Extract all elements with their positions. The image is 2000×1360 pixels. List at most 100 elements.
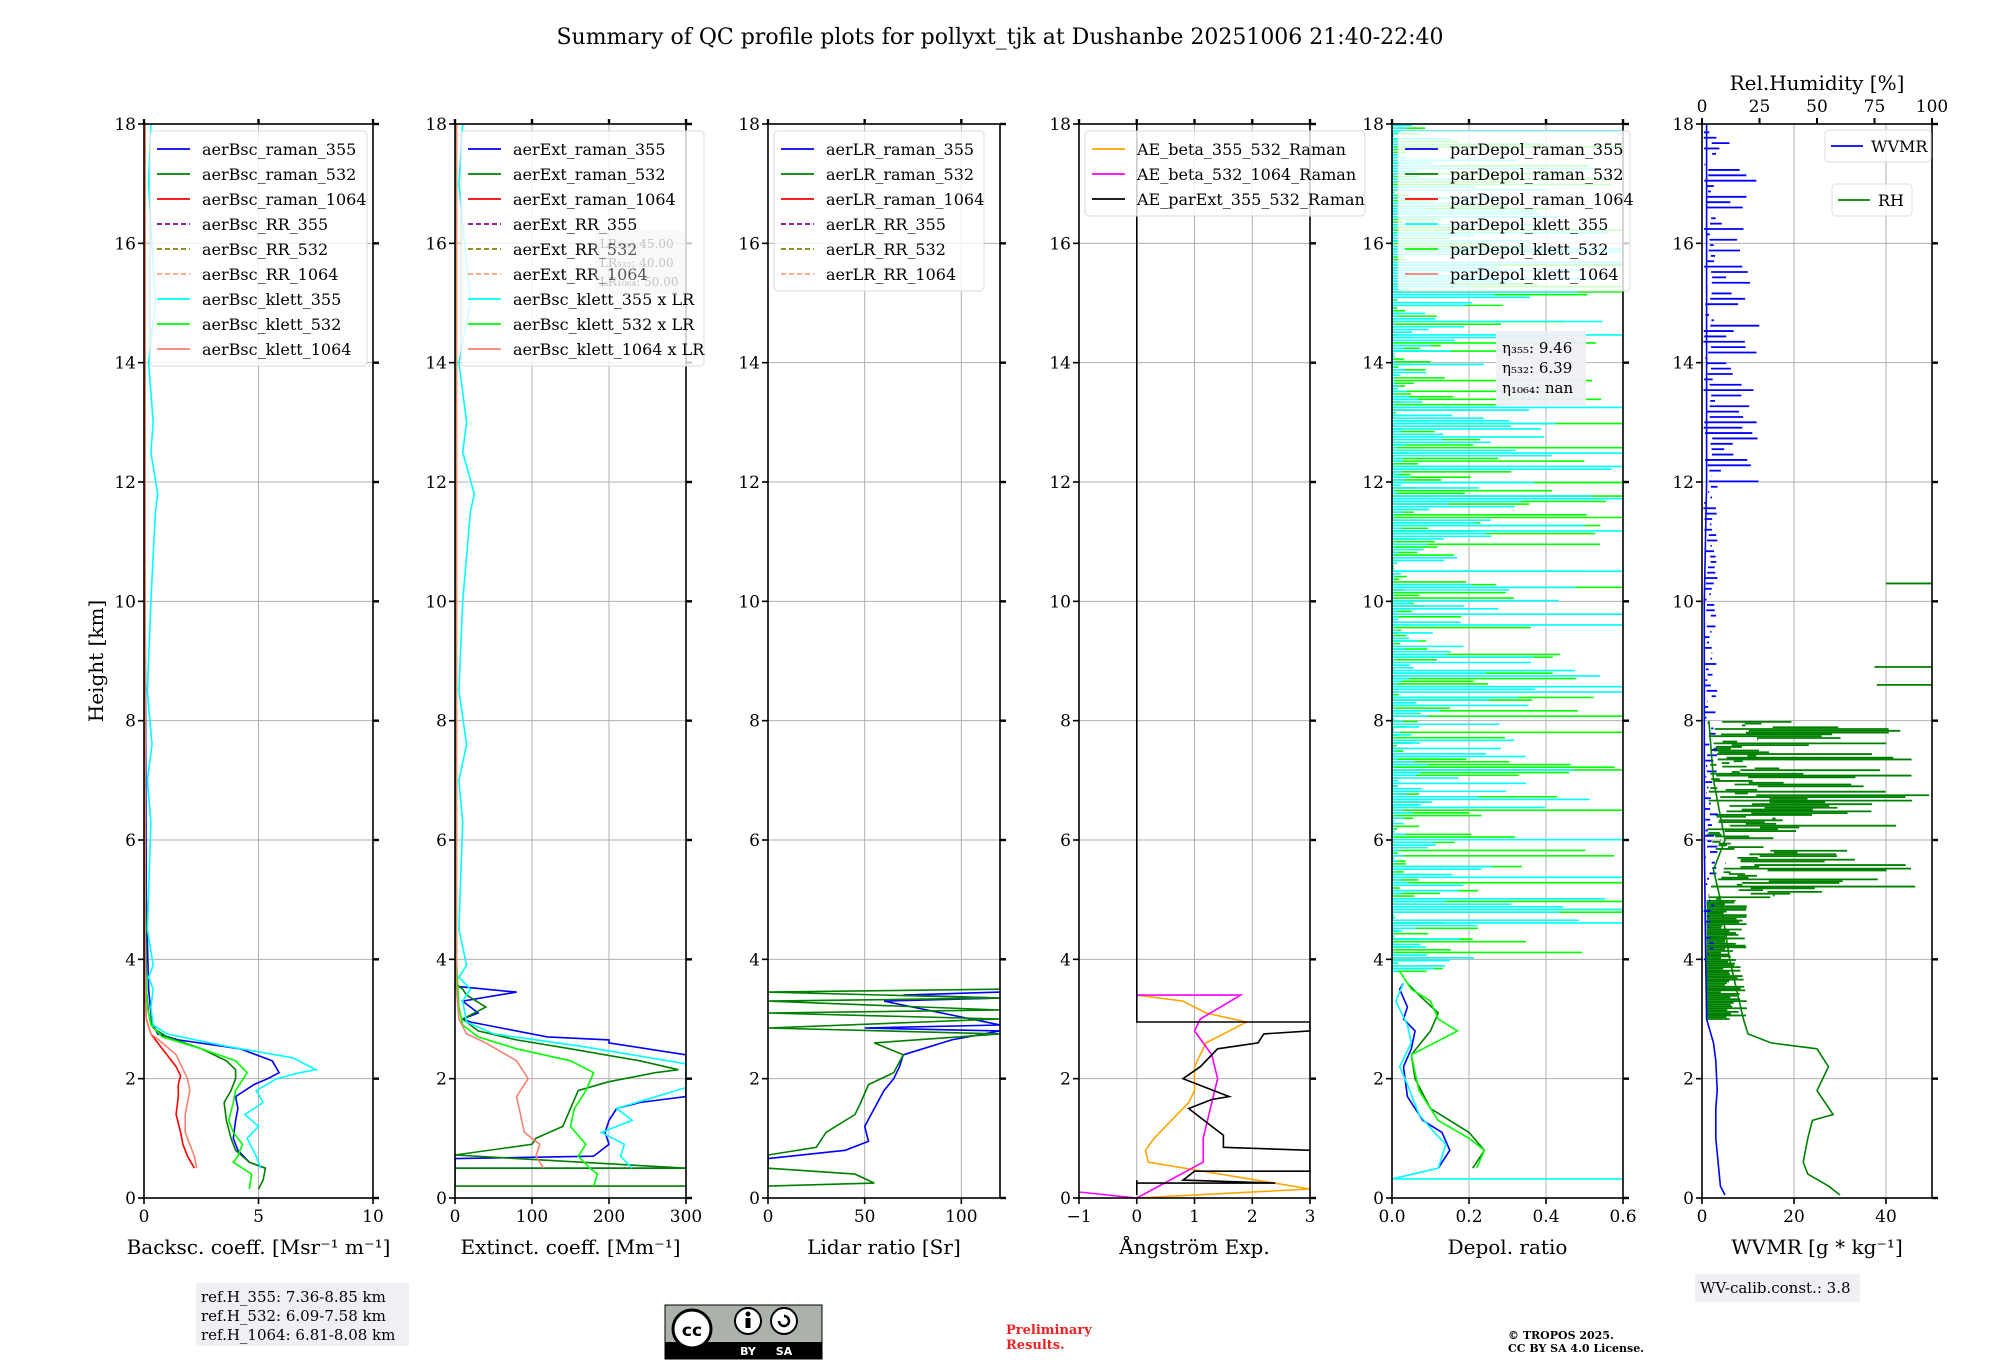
- legend-label: aerLR_raman_1064: [826, 190, 984, 209]
- legend-label: aerBsc_raman_1064: [202, 190, 367, 209]
- eta-value: η₅₃₂: 6.39: [1502, 359, 1572, 377]
- x-tick-label: 50: [854, 1207, 876, 1227]
- legend-label: parDepol_raman_355: [1450, 140, 1623, 159]
- y-tick-label: 14: [114, 354, 136, 374]
- x-tick-label: 20: [1783, 1207, 1805, 1227]
- series-line-pardepol-klett-355: [1392, 982, 1623, 1180]
- legend-label: parDepol_raman_1064: [1450, 190, 1634, 209]
- y-tick-label: 0: [1060, 1189, 1071, 1209]
- x-tick-label: 0: [1131, 1207, 1142, 1227]
- legend: aerLR_raman_355 aerLR_raman_532 aerLR_rama…: [773, 130, 985, 292]
- legend-label: aerExt_raman_355: [513, 140, 666, 159]
- panel-depol: 0 2 4 6 8 10 12 14 16 18 0.0 0.2 0.4 0.6 Depol. ratio p…: [1362, 115, 1636, 1259]
- preliminary-label: Preliminary: [1006, 1323, 1092, 1338]
- y-tick-label: 2: [1683, 1070, 1694, 1090]
- legend-box: [1084, 130, 1366, 217]
- cc-by-sa-badge: cc BY SA: [664, 1304, 823, 1360]
- x-tick-label: 0.0: [1378, 1207, 1405, 1227]
- sa-share-icon: [770, 1307, 798, 1335]
- y-tick-label: 0: [1683, 1189, 1694, 1209]
- y-tick-label: 16: [425, 234, 447, 254]
- legend-label: RH: [1878, 191, 1904, 210]
- y-tick-label: 12: [1362, 473, 1384, 493]
- legend-label: WVMR: [1871, 137, 1928, 156]
- panel-extinction: 0 2 4 6 8 10 12 14 16 18 0 100 200 300 Extinct. coeff.…: [425, 115, 705, 1259]
- y-tick-label: 12: [425, 473, 447, 493]
- series-line-aerbsc-klett-355: [146, 124, 319, 1169]
- y-tick-label: 12: [114, 473, 136, 493]
- axes-frame: [767, 123, 1001, 1199]
- y-tick-label: 2: [1373, 1070, 1384, 1090]
- y-tick-label: 8: [125, 712, 136, 732]
- top-x-axis-label: Rel.Humidity [%]: [1730, 71, 1905, 95]
- lr-annotation: LR₃₅₅: 45.00 LR₅₃₂: 40.00 LR₁₀₆₄: 50.00: [595, 231, 685, 295]
- x-tick-label: 10: [362, 1207, 384, 1227]
- series-line-aerbsc-klett-355-x-lr: [457, 124, 686, 1169]
- plot-area: [768, 988, 1000, 1187]
- legend-label: aerLR_RR_532: [826, 240, 946, 259]
- y-tick-label: 8: [1373, 712, 1384, 732]
- series-line-ae-beta-355-532-raman: [1136, 994, 1310, 1198]
- y-tick-label: 2: [436, 1070, 447, 1090]
- y-tick-label: 10: [1362, 592, 1384, 612]
- y-tick-label: 14: [1049, 354, 1071, 374]
- legend-label: AE_beta_355_532_Raman: [1136, 140, 1346, 159]
- series-line-aerlr-raman-355: [768, 991, 1000, 1160]
- y-tick-label: 16: [114, 234, 136, 254]
- y-tick-label: 16: [1049, 234, 1071, 254]
- y-tick-label: 16: [738, 234, 760, 254]
- x-tick-label: 0.6: [1609, 1207, 1636, 1227]
- y-tick-label: 10: [1672, 592, 1694, 612]
- y-tick-label: 8: [436, 712, 447, 732]
- y-tick-label: 6: [436, 831, 447, 851]
- x-axis-label: Lidar ratio [Sr]: [807, 1235, 961, 1259]
- legend-box: [460, 130, 705, 367]
- y-tick-label: 8: [749, 712, 760, 732]
- y-tick-label: 8: [1060, 712, 1071, 732]
- y-tick-label: 4: [1683, 950, 1694, 970]
- y-tick-label: 10: [425, 592, 447, 612]
- legend-label: parDepol_klett_532: [1450, 240, 1608, 259]
- x-tick-label: 0.4: [1532, 1207, 1559, 1227]
- eta-value: η₁₀₆₄: nan: [1502, 379, 1573, 397]
- figure-title: Summary of QC profile plots for pollyxt_…: [556, 25, 1443, 50]
- y-tick-label: 18: [425, 115, 447, 135]
- eta-value: η₃₅₅: 9.46: [1502, 339, 1572, 357]
- y-tick-label: 16: [1672, 234, 1694, 254]
- top-x-tick-label: 100: [1916, 97, 1948, 117]
- y-tick-label: 10: [738, 592, 760, 612]
- legend-label: aerBsc_RR_532: [202, 240, 328, 259]
- lr-value: LR₅₃₂: 40.00: [600, 256, 674, 270]
- series-line-pardepol-klett-532: [1399, 970, 1486, 1169]
- x-axis-label: Extinct. coeff. [Mm⁻¹]: [460, 1235, 680, 1259]
- y-tick-label: 2: [1060, 1070, 1071, 1090]
- legend-label: aerLR_raman_355: [826, 140, 974, 159]
- axes-frame: [1701, 123, 1933, 1199]
- x-tick-label: 5: [253, 1207, 264, 1227]
- y-tick-label: 14: [425, 354, 447, 374]
- y-tick-label: 12: [1672, 473, 1694, 493]
- ref-height-355: ref.H_355: 7.36-8.85 km: [201, 1288, 386, 1306]
- legend-rh: RH: [1831, 183, 1913, 217]
- legend-label: aerBsc_RR_355: [202, 215, 328, 234]
- series-line-aerbsc-klett-1064-x-lr: [455, 124, 545, 1169]
- y-tick-label: 6: [1373, 831, 1384, 851]
- y-tick-label: 18: [1672, 115, 1694, 135]
- y-tick-label: 4: [125, 950, 136, 970]
- svg-text:BY: BY: [740, 1345, 757, 1358]
- y-tick-label: 14: [1672, 354, 1694, 374]
- legend-label: aerLR_raman_532: [826, 165, 974, 184]
- series-line-aerext-raman-532: [455, 124, 686, 1187]
- y-tick-label: 4: [1060, 950, 1071, 970]
- series-line-aerbsc-raman-355: [144, 124, 281, 1169]
- legend-box: [149, 130, 368, 367]
- x-tick-label: 300: [670, 1207, 702, 1227]
- y-tick-label: 18: [1049, 115, 1071, 135]
- ref-height-532: ref.H_532: 6.09-7.58 km: [201, 1307, 386, 1325]
- x-tick-label: 40: [1875, 1207, 1897, 1227]
- y-tick-label: 2: [125, 1070, 136, 1090]
- legend: aerBsc_raman_355 aerBsc_raman_532 aerBsc_r…: [149, 130, 368, 367]
- legend-label: parDepol_raman_532: [1450, 165, 1623, 184]
